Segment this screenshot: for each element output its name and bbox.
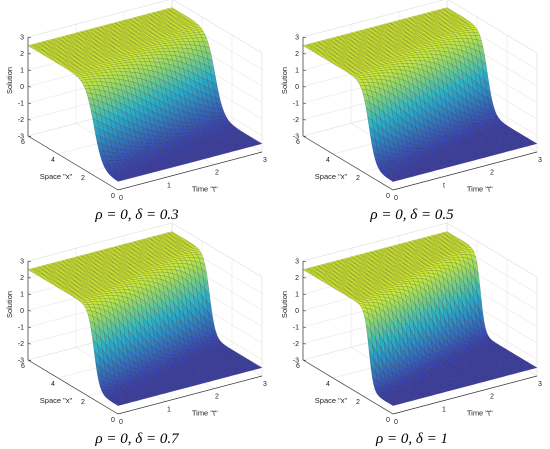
t-tick-label: 3 <box>538 157 542 164</box>
x-tick-label: 2 <box>81 175 85 182</box>
panel-caption: ρ = 0, δ = 0.5 <box>369 207 454 223</box>
x-tick-label: 6 <box>296 139 300 146</box>
x-tick-label: 0 <box>386 193 390 200</box>
x-axis-label: Space "x" <box>40 172 73 181</box>
t-tick-label: 2 <box>490 170 494 177</box>
x-tick-label: 2 <box>356 175 360 182</box>
t-tick-label: 2 <box>215 170 219 177</box>
t-tick-label: 3 <box>263 157 267 164</box>
surface-mesh <box>27 7 263 182</box>
t-tick-label: 1 <box>167 182 171 189</box>
t-tick-label: 0 <box>119 195 123 202</box>
z-tick-label: 1 <box>20 68 24 75</box>
z-axis-label: Solution <box>5 67 14 94</box>
z-tick-label: -2 <box>18 117 24 124</box>
t-tick-label: t <box>443 182 445 189</box>
panel-caption: ρ = 0, δ = 0.3 <box>94 207 178 223</box>
z-tick-label: 2 <box>20 51 24 58</box>
x-tick-label: 6 <box>21 139 25 146</box>
z-tick-label: -2 <box>293 117 299 124</box>
x-axis-label: Space "x" <box>315 172 348 181</box>
x-tick-label: 4 <box>51 157 55 164</box>
t-axis-label: Time "t" <box>467 185 493 194</box>
z-tick-label: 3 <box>20 35 24 42</box>
z-tick-label: 0 <box>295 84 299 91</box>
z-tick-label: 0 <box>20 84 24 91</box>
z-axis-label: Solution <box>280 67 289 94</box>
z-tick-label: 1 <box>295 68 299 75</box>
t-axis-label: Time "t" <box>192 185 218 194</box>
x-tick-label: 4 <box>326 157 330 164</box>
z-tick-label: -1 <box>18 101 24 108</box>
z-tick-label: -1 <box>293 101 299 108</box>
z-tick-label: 3 <box>295 35 299 42</box>
t-tick-label: 0 <box>394 195 398 202</box>
x-tick-label: 0 <box>111 193 115 200</box>
z-tick-label: 2 <box>295 51 299 58</box>
